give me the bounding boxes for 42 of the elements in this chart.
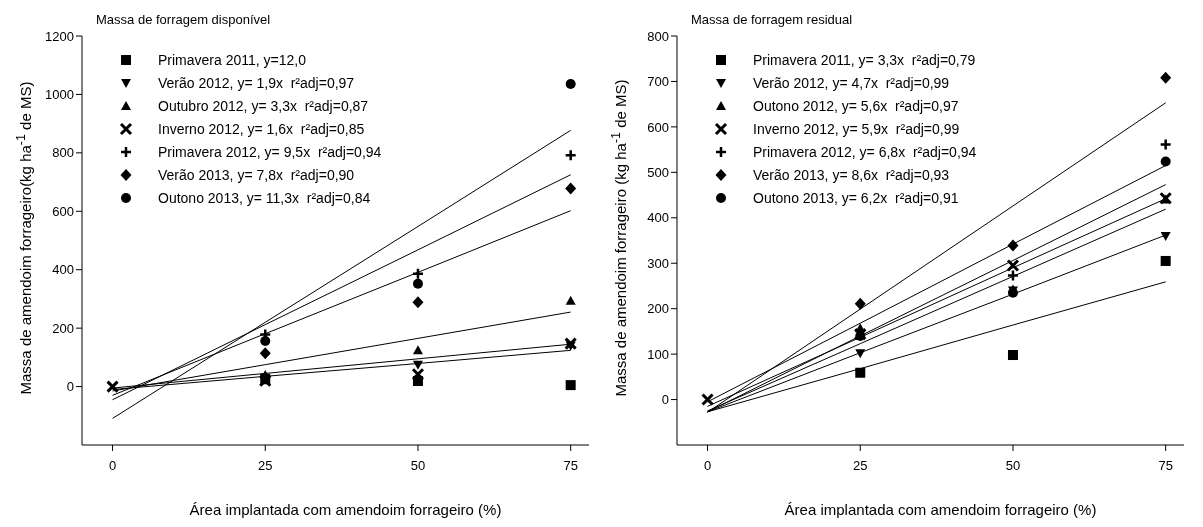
y-tick-label: 700 — [647, 74, 669, 90]
legend-label: Verão 2013, y= 8,6x r²adj=0,93 — [753, 166, 950, 183]
y-tick-label: 200 — [52, 320, 74, 336]
x-tick-label: 25 — [853, 458, 868, 474]
legend-label: Verão 2013, y= 7,8x r²adj=0,90 — [158, 166, 355, 183]
legend-label: Primavera 2011, y= 3,3x r²adj=0,79 — [753, 51, 976, 68]
legend-label: Outono 2012, y= 5,6x r²adj=0,97 — [753, 97, 959, 114]
y-tick-label: 100 — [647, 346, 669, 362]
legend-label: Outono 2013, y= 11,3x r²adj=0,84 — [158, 189, 371, 206]
x-tick-label: 0 — [108, 458, 117, 474]
y-tick-label: 1200 — [45, 28, 74, 44]
legend-label: Inverno 2012, y= 1,6x r²adj=0,85 — [158, 120, 365, 137]
legend-label: Outubro 2012, y= 3,3x r²adj=0,87 — [158, 97, 369, 114]
chart-title: Massa de forragem disponível — [96, 12, 271, 27]
x-tick-label: 0 — [703, 458, 712, 474]
legend-label: Primavera 2012, y= 6,8x r²adj=0,94 — [753, 143, 977, 160]
y-tick-label: 600 — [52, 203, 74, 219]
x-tick-label: 25 — [258, 458, 273, 474]
x-tick-label: 50 — [410, 458, 426, 474]
x-axis-title: Área implantada com amendoim forrageiro (%) — [783, 501, 1098, 518]
y-tick-label: 400 — [52, 262, 74, 278]
x-axis-title: Área implantada com amendoim forrageiro (%) — [188, 501, 503, 518]
y-tick-label: 800 — [52, 145, 74, 161]
y-tick-label: 600 — [647, 119, 669, 135]
chart-title: Massa de forragem residual — [691, 12, 853, 27]
y-tick-label: 200 — [647, 301, 669, 317]
legend-label: Verão 2012, y= 1,9x r²adj=0,97 — [158, 74, 355, 91]
x-tick-label: 50 — [1005, 458, 1021, 474]
legend-label: Inverno 2012, y= 5,9x r²adj=0,99 — [753, 120, 960, 137]
y-tick-label: 0 — [661, 392, 669, 408]
legend-label: Primavera 2011, y=12,0 — [158, 51, 306, 68]
x-tick-label: 75 — [1158, 458, 1173, 474]
y-tick-label: 300 — [647, 255, 669, 271]
legend-label: Outono 2013, y= 6,2x r²adj=0,91 — [753, 189, 959, 206]
y-tick-label: 1000 — [45, 87, 74, 103]
y-tick-label: 500 — [647, 164, 669, 180]
y-tick-label: 0 — [66, 379, 74, 395]
y-tick-label: 400 — [647, 210, 669, 226]
y-tick-label: 800 — [647, 28, 669, 44]
legend-label: Primavera 2012, y= 9,5x r²adj=0,94 — [158, 143, 382, 160]
legend-label: Verão 2012, y= 4,7x r²adj=0,99 — [753, 74, 950, 91]
x-tick-label: 75 — [563, 458, 578, 474]
